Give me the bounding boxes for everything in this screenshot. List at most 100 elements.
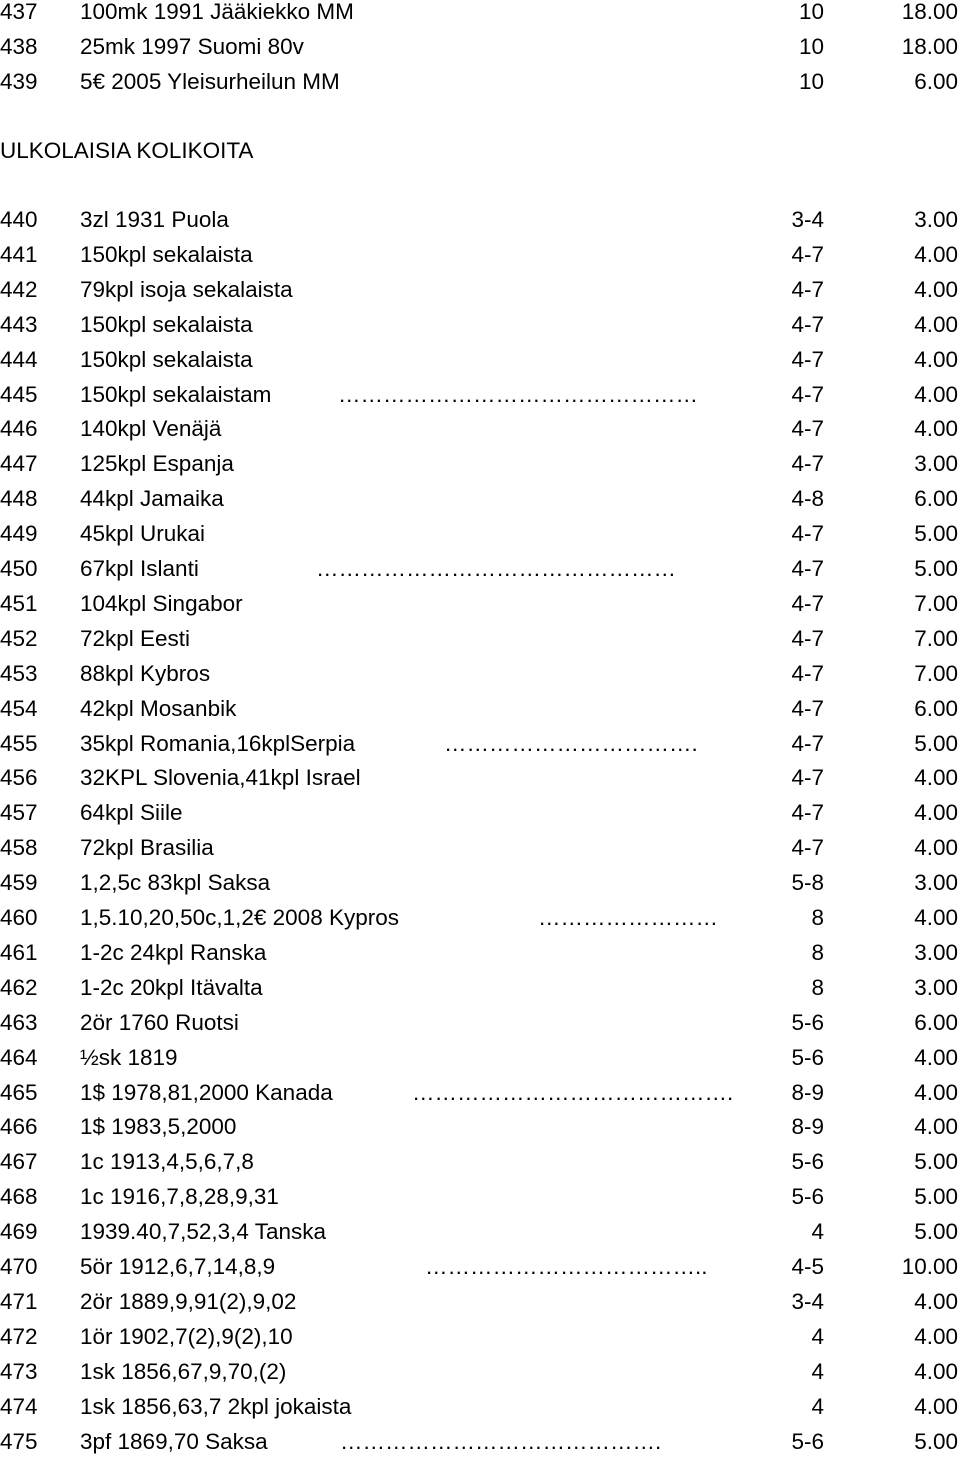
- lot-number: 454: [0, 695, 38, 721]
- lot-number: 442: [0, 276, 38, 302]
- table-row: 461 1-2c 24kpl Ranska 8 3.00: [0, 935, 960, 970]
- lot-number: 461: [0, 939, 38, 965]
- condition-grade: 4-7: [791, 800, 824, 826]
- price-value: 5.00: [914, 730, 958, 756]
- table-row: 455 35kpl Romania,16kplSerpia …………………………….…: [0, 726, 960, 761]
- condition-grade: 4-8: [791, 486, 824, 512]
- table-row: 445 150kpl sekalaistam ………………………………………… 4-7…: [0, 377, 960, 412]
- lot-number: 468: [0, 1184, 38, 1210]
- price-value: 3.00: [914, 939, 958, 965]
- lot-number: 455: [0, 730, 38, 756]
- condition-grade: 4: [811, 1219, 824, 1245]
- table-row: 464 ½sk 1819 5-6 4.00: [0, 1040, 960, 1075]
- item-description: 125kpl Espanja: [80, 451, 234, 477]
- condition-grade: 4-7: [791, 311, 824, 337]
- table-row: 437 100mk 1991 Jääkiekko MM 10 18.00: [0, 0, 960, 29]
- item-description: 150kpl sekalaista: [80, 311, 253, 337]
- item-description: 67kpl Islanti: [80, 556, 199, 581]
- price-value: 6.00: [914, 68, 958, 94]
- lot-number: 443: [0, 311, 38, 337]
- item-description: 3pf 1869,70 Saksa: [80, 1428, 268, 1454]
- lot-number: 469: [0, 1219, 38, 1245]
- item-description: 1939.40,7,52,3,4 Tanska: [80, 1219, 327, 1245]
- table-row: 459 1,2,5c 83kpl Saksa 5-8 3.00: [0, 865, 960, 900]
- lot-number: 456: [0, 765, 38, 791]
- condition-grade: 4-7: [791, 276, 824, 302]
- lot-number: 467: [0, 1149, 38, 1175]
- table-row: 475 3pf 1869,70 Saksa ……………………………………. 5-6 5.…: [0, 1424, 960, 1459]
- condition-grade: 3-4: [791, 207, 824, 232]
- price-value: 5.00: [914, 556, 958, 581]
- condition-grade: 8: [811, 974, 824, 1000]
- item-description: 1-2c 20kpl Itävalta: [80, 974, 263, 1000]
- table-row: 453 88kpl Kybros 4-7 7.00: [0, 656, 960, 691]
- item-description: 1,2,5c 83kpl Saksa: [80, 870, 271, 896]
- table-row: 441 150kpl sekalaista 4-7 4.00: [0, 237, 960, 272]
- lot-number: 466: [0, 1114, 38, 1140]
- lot-number: 437: [0, 0, 38, 24]
- condition-grade: 4-7: [791, 590, 824, 616]
- table-row: 460 1,5.10,20,50c,1,2€ 2008 Kypros ……………………: [0, 900, 960, 935]
- lot-number: 444: [0, 346, 38, 372]
- lot-number: 450: [0, 556, 38, 581]
- price-value: 4.00: [914, 765, 958, 791]
- table-row: 449 45kpl Urukai 4-7 5.00: [0, 516, 960, 551]
- table-row: 465 1$ 1978,81,2000 Kanada …………………………………….…: [0, 1075, 960, 1110]
- item-description: 150kpl sekalaistam: [80, 381, 272, 407]
- table-row: 456 32KPL Slovenia,41kpl Israel 4-7 4.00: [0, 760, 960, 795]
- table-row: 442 79kpl isoja sekalaista 4-7 4.00: [0, 272, 960, 307]
- table-row: 466 1$ 1983,5,2000 8-9 4.00: [0, 1109, 960, 1144]
- lot-number: 449: [0, 521, 38, 547]
- price-value: 7.00: [914, 660, 958, 686]
- item-description: 150kpl sekalaista: [80, 241, 253, 267]
- table-row: 458 72kpl Brasilia 4-7 4.00: [0, 830, 960, 865]
- table-row: 472 1ör 1902,7(2),9(2),10 4 4.00: [0, 1319, 960, 1354]
- table-row: 474 1sk 1856,63,7 2kpl jokaista 4 4.00: [0, 1389, 960, 1424]
- table-row: 451 104kpl Singabor 4-7 7.00: [0, 586, 960, 621]
- price-value: 4.00: [914, 346, 958, 372]
- price-value: 5.00: [914, 1428, 958, 1454]
- item-description: 32KPL Slovenia,41kpl Israel: [80, 765, 361, 791]
- price-value: 3.00: [914, 974, 958, 1000]
- price-value: 4.00: [914, 800, 958, 826]
- item-description: 1-2c 24kpl Ranska: [80, 939, 267, 965]
- table-row: 440 3zl 1931 Puola 3-4 3.00: [0, 202, 960, 237]
- condition-grade: 10: [798, 33, 824, 59]
- condition-grade: 4-7: [791, 451, 824, 477]
- section-heading: ULKOLAISIA KOLIKOITA: [0, 138, 254, 163]
- lot-number: 459: [0, 870, 38, 896]
- lot-number: 474: [0, 1393, 38, 1419]
- table-row: 444 150kpl sekalaista 4-7 4.00: [0, 342, 960, 377]
- table-row: 454 42kpl Mosanbik 4-7 6.00: [0, 691, 960, 726]
- price-value: 4.00: [914, 1288, 958, 1314]
- price-value: 3.00: [914, 451, 958, 477]
- table-row: 473 1sk 1856,67,9,70,(2) 4 4.00: [0, 1354, 960, 1389]
- condition-grade: 4-7: [791, 556, 824, 581]
- lot-number: 462: [0, 974, 38, 1000]
- item-description: 2ör 1760 Ruotsi: [80, 1009, 239, 1035]
- table-row: 447 125kpl Espanja 4-7 3.00: [0, 446, 960, 481]
- leader-dots: …………………………………….: [412, 1079, 734, 1105]
- lot-number: 460: [0, 905, 38, 930]
- price-value: 4.00: [914, 1114, 958, 1140]
- table-row: 452 72kpl Eesti 4-7 7.00: [0, 621, 960, 656]
- condition-grade: 4-7: [791, 660, 824, 686]
- condition-grade: 10: [798, 0, 824, 24]
- price-value: 4.00: [914, 276, 958, 302]
- price-value: 4.00: [914, 241, 958, 267]
- price-value: 4.00: [914, 1079, 958, 1105]
- price-value: 5.00: [914, 1219, 958, 1245]
- lot-number: 475: [0, 1428, 38, 1454]
- lot-number: 464: [0, 1044, 38, 1070]
- table-row: 462 1-2c 20kpl Itävalta 8 3.00: [0, 970, 960, 1005]
- price-value: 4.00: [914, 416, 958, 442]
- item-description: 1ör 1902,7(2),9(2),10: [80, 1323, 293, 1349]
- condition-grade: 5-6: [791, 1428, 824, 1454]
- price-value: 3.00: [914, 207, 958, 232]
- table-row: 446 140kpl Venäjä 4-7 4.00: [0, 411, 960, 446]
- condition-grade: 4-7: [791, 416, 824, 442]
- item-description: 79kpl isoja sekalaista: [80, 276, 293, 302]
- price-value: 6.00: [914, 486, 958, 512]
- condition-grade: 4-7: [791, 521, 824, 547]
- item-description: 45kpl Urukai: [80, 521, 206, 547]
